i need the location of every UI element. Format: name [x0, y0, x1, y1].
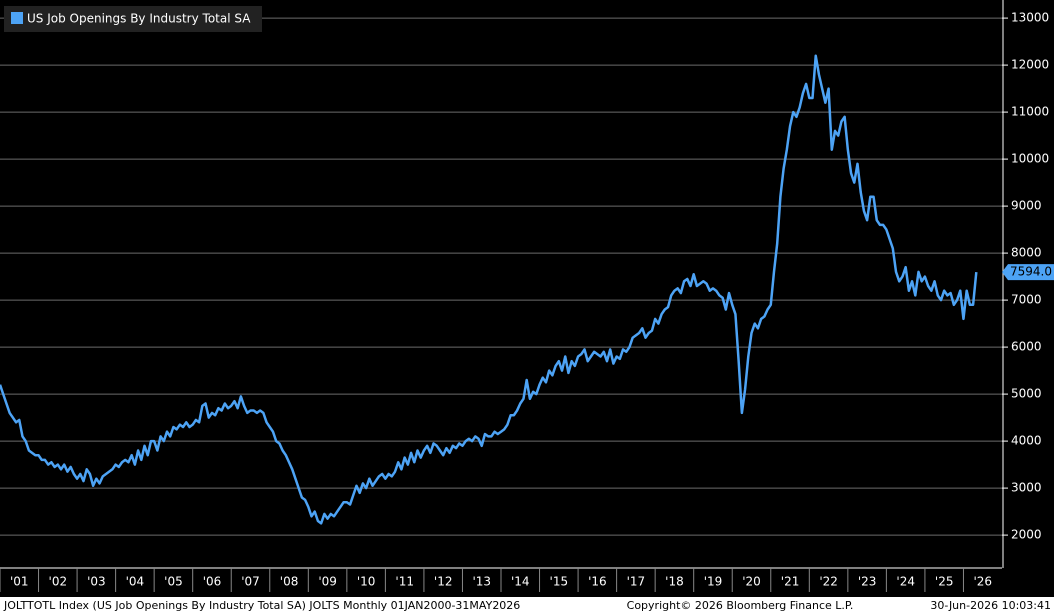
x-tick-label: '11	[395, 575, 414, 589]
y-tick-label: 5000	[1011, 387, 1042, 401]
x-tick-label: '24	[896, 575, 915, 589]
x-axis-band	[0, 568, 1054, 597]
x-tick-label: '14	[511, 575, 530, 589]
last-value-label: 7594.0	[1010, 265, 1052, 279]
x-tick-label: '25	[935, 575, 954, 589]
y-tick-label: 7000	[1011, 293, 1042, 307]
x-tick-label: '02	[49, 575, 68, 589]
x-tick-label: '09	[318, 575, 337, 589]
y-tick-label: 11000	[1011, 105, 1049, 119]
x-tick-label: '15	[550, 575, 569, 589]
x-tick-label: '13	[472, 575, 491, 589]
x-tick-label: '12	[434, 575, 453, 589]
y-tick-label: 2000	[1011, 528, 1042, 542]
x-tick-label: '16	[588, 575, 607, 589]
x-tick-label: '22	[819, 575, 838, 589]
y-tick-label: 8000	[1011, 246, 1042, 260]
x-tick-label: '04	[126, 575, 145, 589]
footer-center: Copyright© 2026 Bloomberg Finance L.P.	[627, 599, 854, 612]
series-line	[0, 54, 978, 525]
x-tick-label: '06	[203, 575, 222, 589]
x-tick-label: '03	[87, 575, 106, 589]
x-tick-label: '17	[627, 575, 646, 589]
x-tick-label: '07	[241, 575, 260, 589]
y-tick-label: 3000	[1011, 481, 1042, 495]
y-tick-label: 6000	[1011, 340, 1042, 354]
y-tick-label: 4000	[1011, 434, 1042, 448]
legend-label: US Job Openings By Industry Total SA	[27, 12, 251, 26]
footer-right: 30-Jun-2026 10:03:41	[930, 599, 1051, 612]
legend-box	[4, 6, 262, 32]
x-tick-label: '23	[858, 575, 877, 589]
x-tick-label: '20	[742, 575, 761, 589]
y-tick-label: 10000	[1011, 152, 1049, 166]
x-tick-label: '21	[781, 575, 800, 589]
legend-swatch	[11, 12, 23, 24]
footer-background	[0, 597, 1054, 615]
footer-left: JOLTTOTL Index (US Job Openings By Indus…	[3, 599, 520, 612]
x-tick-label: '05	[164, 575, 183, 589]
background	[0, 0, 1054, 597]
x-tick-label: '18	[665, 575, 684, 589]
y-tick-label: 12000	[1011, 58, 1049, 72]
x-tick-label: '19	[704, 575, 723, 589]
x-tick-label: '26	[973, 575, 992, 589]
last-value-box	[1002, 264, 1054, 281]
x-tick-label: '10	[357, 575, 376, 589]
x-tick-label: '01	[10, 575, 29, 589]
y-tick-label: 9000	[1011, 199, 1042, 213]
y-tick-label: 13000	[1011, 11, 1049, 25]
x-tick-label: '08	[280, 575, 299, 589]
